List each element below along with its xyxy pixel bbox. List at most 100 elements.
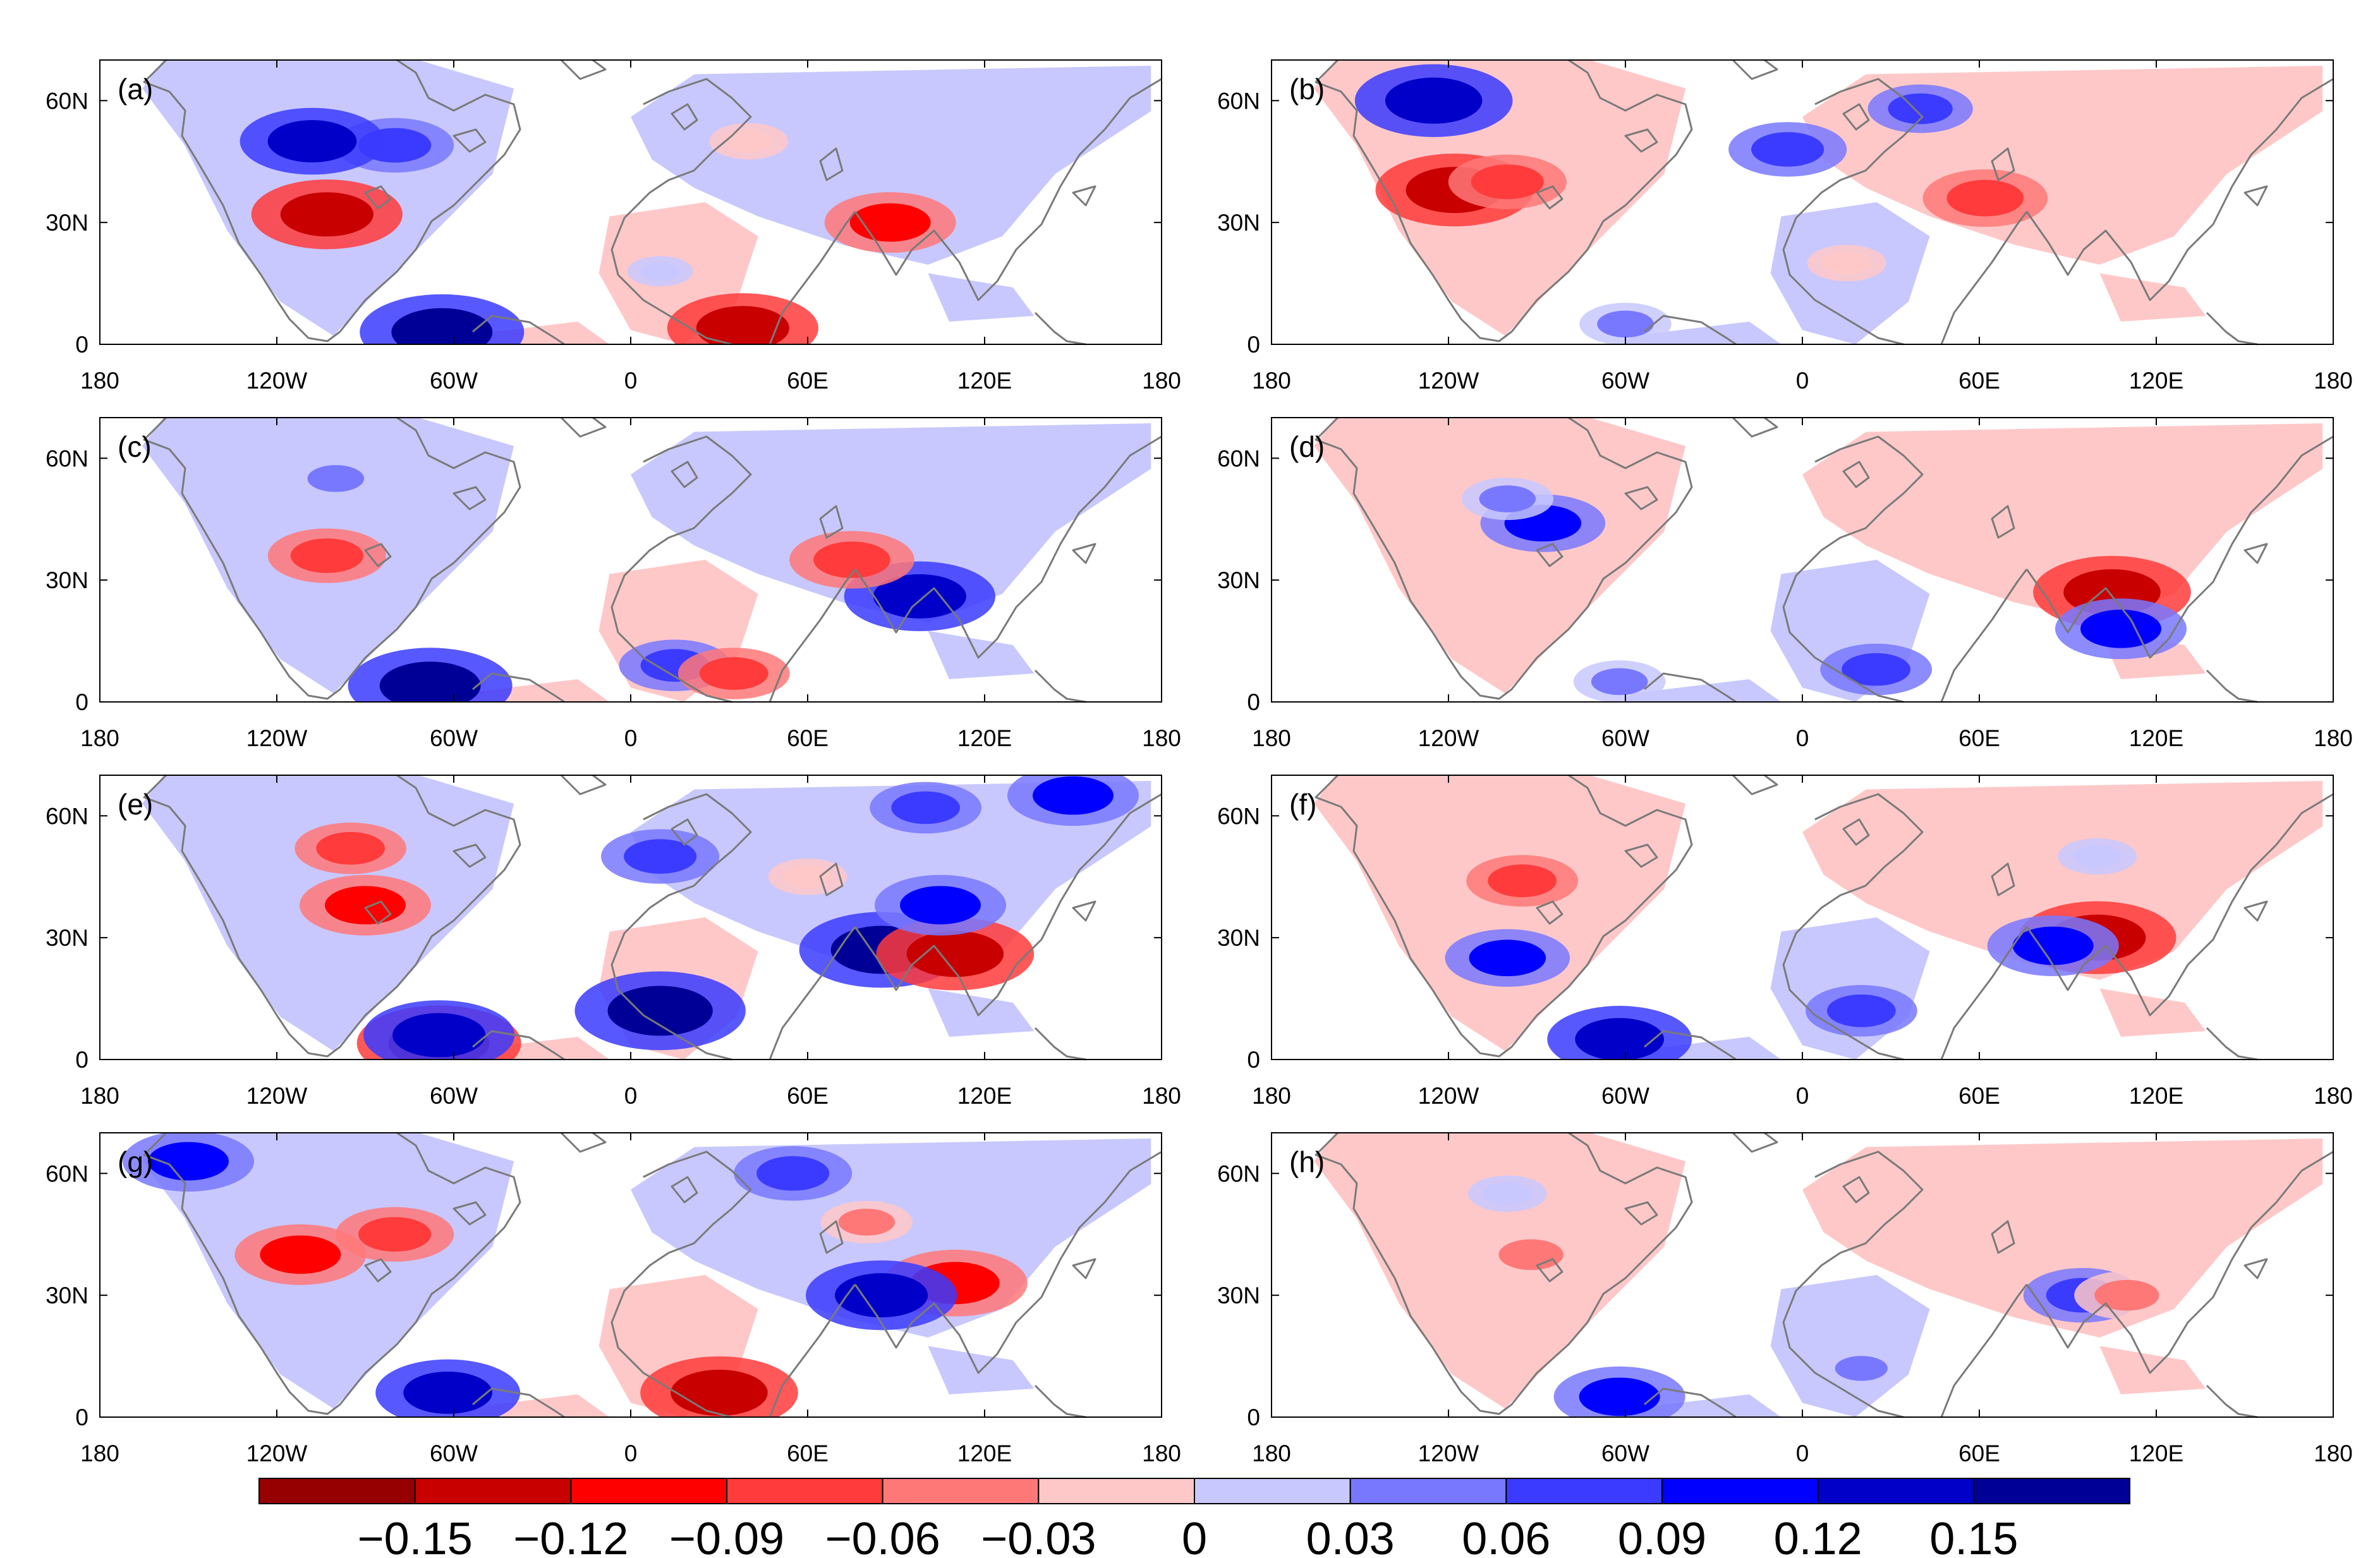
x-tick-label: 120W	[1418, 1083, 1479, 1109]
hotspot-core	[873, 574, 966, 619]
y-tick-label: 0	[1247, 1047, 1260, 1073]
x-tick-label: 180	[1142, 1083, 1181, 1109]
hotspot-core	[906, 931, 1004, 977]
x-tick-label: 60E	[1958, 368, 2000, 394]
x-tick-label: 180	[1252, 1440, 1291, 1466]
colorbar-swatch	[1505, 1478, 1663, 1504]
x-tick-label: 120E	[2129, 1083, 2183, 1109]
hotspot-core	[280, 192, 373, 237]
hotspot-core	[267, 120, 357, 163]
y-tick-label: 30N	[46, 1283, 88, 1308]
x-tick-label: 180	[80, 1440, 119, 1466]
hotspot-core	[2094, 1279, 2159, 1311]
panel-label: (f)	[1289, 788, 1316, 821]
x-tick-label: 120E	[957, 1440, 1012, 1466]
x-tick-label: 120E	[2129, 368, 2183, 394]
x-tick-label: 60E	[1958, 1083, 2000, 1109]
hotspot-core	[1033, 776, 1114, 815]
colorbar-label: 0	[1182, 1514, 1207, 1558]
x-tick-label: 60E	[1958, 725, 2000, 751]
y-tick-label: 0	[75, 332, 88, 358]
x-tick-label: 60E	[1958, 1440, 2000, 1466]
hotspot-core	[1837, 589, 1886, 612]
x-tick-label: 120E	[2129, 1440, 2183, 1466]
hotspot-core	[783, 467, 832, 490]
hotspot-core	[1835, 1356, 1888, 1381]
x-tick-label: 60E	[787, 1440, 829, 1466]
colorbar-label: 0.15	[1929, 1514, 2018, 1558]
map-panel: 180 120W 60W 0 60E 120E 180 0 30N 60N (f)	[1217, 774, 2353, 1109]
x-tick-label: 120W	[246, 1083, 308, 1109]
hotspot-core	[1385, 77, 1483, 124]
y-tick-label: 0	[75, 1047, 88, 1073]
land-region	[631, 781, 1151, 980]
y-tick-label: 60N	[46, 1161, 88, 1187]
y-tick-label: 30N	[1217, 925, 1260, 951]
colorbar-swatch	[258, 1478, 416, 1504]
x-tick-label: 120W	[246, 368, 308, 394]
hotspot-core	[1822, 251, 1871, 275]
colorbar-label: 0.03	[1306, 1514, 1395, 1558]
x-tick-label: 120W	[1418, 368, 1479, 394]
land-region	[1802, 781, 2323, 980]
colorbar-label: −0.09	[669, 1514, 784, 1558]
hotspot-core	[2073, 845, 2122, 868]
y-tick-label: 0	[75, 1404, 88, 1430]
colorbar-swatch	[570, 1478, 727, 1504]
land-region	[1802, 1138, 2323, 1338]
colorbar: −0.15 −0.12 −0.09 −0.06 −0.03 0 0.03 0.06 0.09 0.…	[258, 1478, 2130, 1558]
x-tick-label: 60W	[1601, 368, 1649, 394]
x-tick-label: 60W	[1601, 1083, 1649, 1109]
hotspot-core	[838, 1209, 896, 1236]
hotspot-core	[1579, 1377, 1660, 1416]
hotspot-core	[1483, 1182, 1532, 1205]
colorbar-swatch	[882, 1478, 1040, 1504]
x-tick-label: 60W	[430, 368, 478, 394]
hotspot-core	[900, 886, 981, 925]
colorbar-swatch	[414, 1478, 572, 1504]
hotspot-core	[1469, 939, 1546, 977]
hotspot-core	[403, 1371, 493, 1414]
hotspot-core	[1471, 164, 1544, 200]
x-tick-label: 0	[1796, 1440, 1809, 1466]
x-tick-label: 0	[624, 1083, 638, 1109]
colorbar-label: 0.12	[1774, 1514, 1862, 1558]
map-panel: 180 120W 60W 0 60E 120E 180 0 30N 60N (a)	[46, 59, 1181, 394]
panel-label: (a)	[118, 73, 153, 106]
x-tick-label: 120E	[957, 1083, 1012, 1109]
x-tick-label: 120W	[1418, 1440, 1479, 1466]
map-panel: 180 120W 60W 0 60E 120E 180 0 30N 60N (c)	[46, 416, 1181, 751]
map-panel: 180 120W 60W 0 60E 120E 180 0 30N 60N (h)	[1217, 1132, 2353, 1466]
hotspot-core	[1479, 485, 1536, 512]
x-tick-label: 60W	[430, 1440, 478, 1466]
y-tick-label: 60N	[46, 803, 88, 829]
hotspot-core	[756, 1156, 830, 1191]
y-tick-label: 30N	[1217, 210, 1260, 236]
hotspot-core	[783, 865, 832, 888]
hotspot-core	[379, 661, 481, 702]
map-panel: 180 120W 60W 0 60E 120E 180 0 30N 60N (e)	[46, 774, 1181, 1109]
colorbar-label: −0.03	[981, 1514, 1096, 1558]
hotspot-core	[1955, 467, 2004, 490]
hotspot-core	[1575, 1018, 1665, 1060]
hotspot-core	[2073, 150, 2122, 173]
y-tick-label: 0	[75, 689, 88, 715]
hotspot-core	[358, 1217, 432, 1252]
x-tick-label: 120E	[957, 725, 1012, 751]
y-tick-label: 60N	[1217, 445, 1260, 471]
panel-label: (h)	[1289, 1145, 1325, 1178]
land-region	[1622, 322, 1782, 344]
colorbar-label: −0.06	[825, 1514, 940, 1558]
x-tick-label: 180	[80, 725, 119, 751]
x-tick-label: 180	[1142, 1440, 1181, 1466]
x-tick-label: 180	[1252, 1083, 1291, 1109]
colorbar-swatch	[1661, 1478, 1819, 1504]
hotspot-core	[290, 538, 363, 573]
hotspot-core	[901, 109, 950, 133]
colorbar-swatch	[726, 1478, 883, 1504]
x-tick-label: 120E	[2129, 725, 2183, 751]
hotspot-core	[1826, 994, 1896, 1027]
hotspot-core	[640, 262, 681, 281]
x-tick-label: 180	[1142, 368, 1181, 394]
